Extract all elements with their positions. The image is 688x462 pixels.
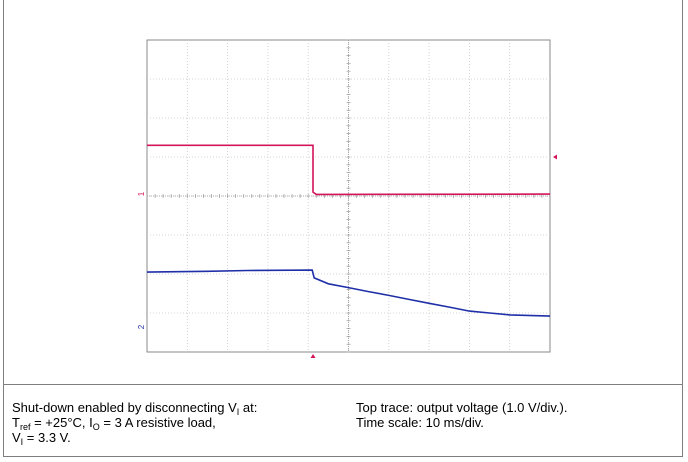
- scope-traces: [146, 144, 551, 317]
- caption-time-scale: Time scale: 10 ms/div.: [356, 415, 484, 430]
- caption-line-3: VI = 3.3 V.: [12, 430, 71, 447]
- caption-line-2: Tref = +25°C, IO = 3 A resistive load,: [12, 415, 216, 432]
- trigger-position-marker: [310, 354, 316, 358]
- figure-frame: [3, 0, 683, 457]
- caption-top-trace: Top trace: output voltage (1.0 V/div.).: [356, 400, 568, 415]
- oscilloscope-plot: 12: [137, 39, 557, 358]
- trace-channel-1: [147, 144, 551, 196]
- trace-channel-2: [146, 269, 551, 317]
- trigger-level-marker: [553, 154, 557, 160]
- caption-trace-info: Top trace: output voltage (1.0 V/div.). …: [356, 400, 568, 430]
- caption-conditions: Shut-down enabled by disconnecting VI at…: [12, 400, 258, 447]
- channel-ground-marker-1: 1: [137, 191, 146, 196]
- caption-line-1: Shut-down enabled by disconnecting VI at…: [12, 400, 258, 417]
- channel-ground-marker-2: 2: [137, 324, 146, 329]
- scope-markers: 12: [137, 154, 557, 358]
- caption-divider: [3, 384, 683, 385]
- scope-grid: [146, 39, 551, 353]
